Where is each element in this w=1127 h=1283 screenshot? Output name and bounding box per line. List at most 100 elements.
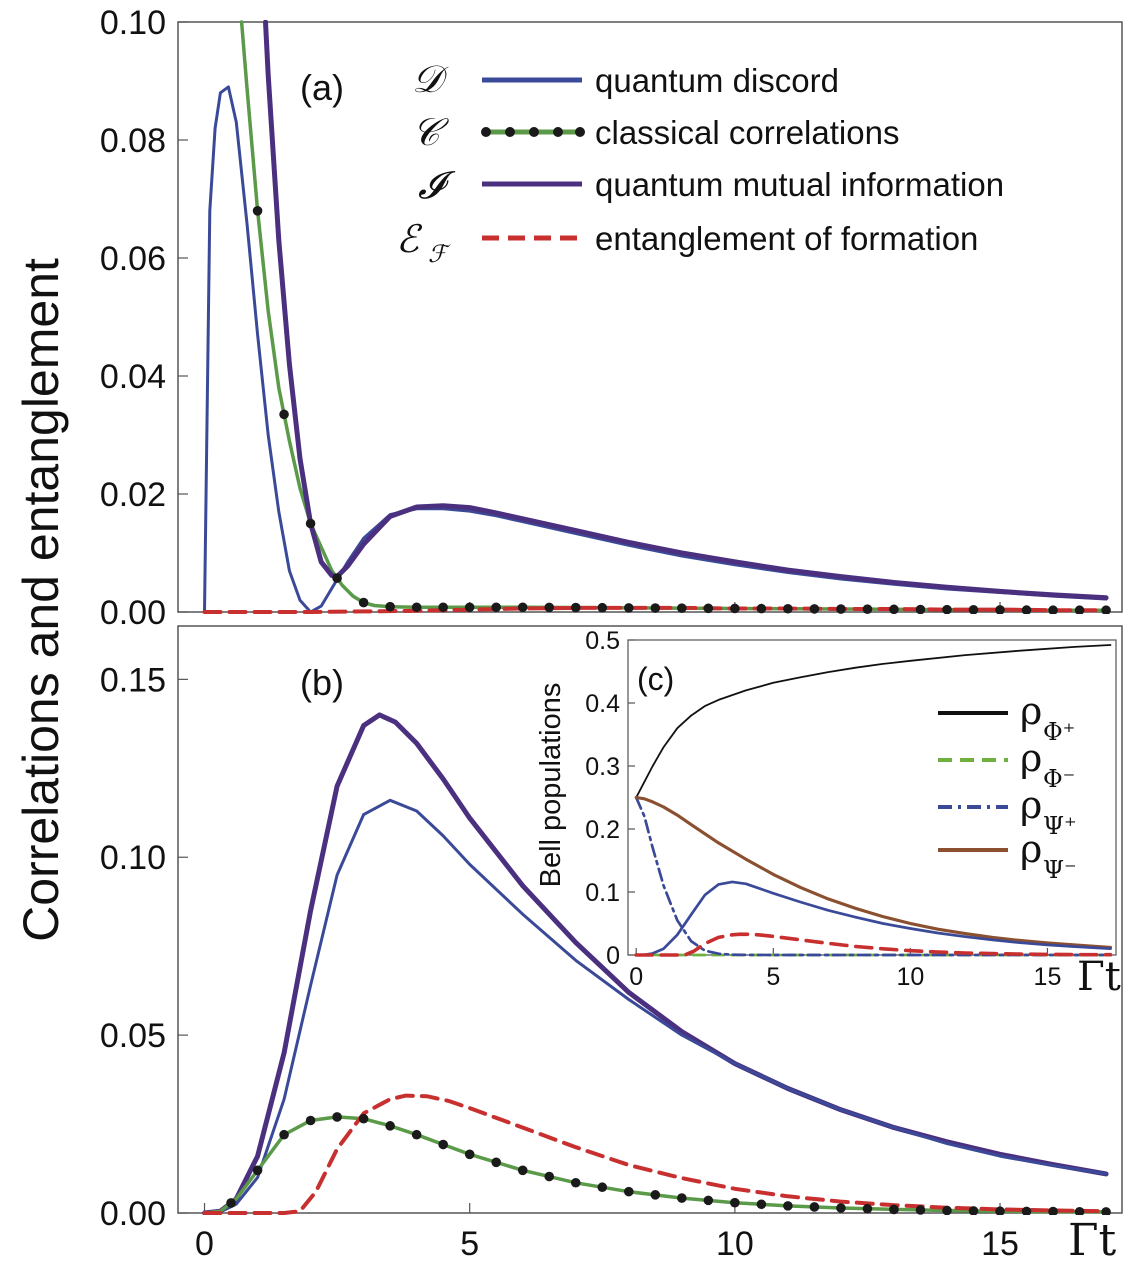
panel-a-plot: 0.00 0.02 0.04 0.06 0.08 0.10 — [100, 4, 1111, 632]
y-tick-label: 0.1 — [585, 879, 620, 907]
classical-data-point — [332, 573, 342, 583]
legend-sub-psi-minus: Ψ⁻ — [1043, 856, 1077, 884]
y-tick-label: 0.2 — [585, 816, 620, 844]
y-tick-label: 0.06 — [100, 240, 166, 278]
x-tick-label: 10 — [896, 963, 924, 991]
legend-symbol-mutual: 𝓘 — [418, 163, 456, 207]
classical-data-point — [597, 1182, 608, 1193]
legend-panel-a: 𝒟 quantum discord 𝒞 classical correlatio… — [396, 57, 1004, 268]
legend-label-eof: entanglement of formation — [595, 220, 978, 257]
classical-data-point — [332, 1112, 342, 1122]
classical-data-point — [809, 1202, 820, 1212]
classical-data-point — [783, 603, 793, 614]
series-line-quantum-mutual-information — [263, 20, 1109, 601]
classical-data-point — [226, 1198, 236, 1208]
classical-data-point — [703, 1195, 714, 1206]
classical-data-point — [464, 602, 475, 613]
classical-data-point — [915, 604, 926, 614]
classical-data-point — [438, 602, 448, 613]
classical-data-point — [358, 1113, 369, 1124]
classical-data-point — [279, 1129, 289, 1140]
classical-data-point — [1101, 1207, 1111, 1215]
legend-label-mutual: quantum mutual information — [595, 166, 1004, 203]
panel-c-x-axis-label: Γt — [1077, 954, 1121, 1000]
classical-data-point — [517, 602, 528, 613]
y-tick-label: 0 — [606, 942, 620, 970]
classical-data-point — [836, 604, 846, 614]
classical-data-point — [305, 1115, 316, 1126]
legend-label-psi-plus: ρ — [1020, 783, 1042, 827]
classical-data-point — [968, 1206, 979, 1215]
y-tick-label: 0.10 — [100, 4, 166, 42]
x-tick-label: 5 — [766, 963, 780, 991]
x-tick-label: 5 — [460, 1225, 479, 1263]
y-tick-label: 0.02 — [100, 476, 166, 514]
classical-data-point — [1074, 605, 1085, 614]
classical-data-point — [491, 1157, 502, 1168]
classical-data-point — [252, 206, 263, 216]
panel-c-plot: 0 0.1 0.2 0.3 0.4 0.5 0 5 10 15 — [585, 627, 1113, 991]
classical-data-point — [464, 1149, 475, 1160]
classical-data-point — [1074, 1206, 1085, 1215]
classical-data-point — [411, 602, 422, 613]
series-line-entanglement-of-formation — [634, 932, 1113, 957]
legend-panel-c: ρ Φ⁺ ρ Φ⁻ ρ Ψ⁺ ρ Ψ⁻ — [938, 689, 1077, 884]
y-tick-label: 0.5 — [585, 627, 620, 655]
classical-data-point — [677, 1193, 687, 1203]
series-line-- — [634, 795, 1113, 949]
classical-data-point — [730, 603, 740, 614]
panel-c-background — [623, 637, 1117, 955]
classical-data-point — [942, 604, 952, 614]
classical-data-point — [1101, 605, 1111, 614]
classical-data-point — [942, 1205, 952, 1215]
legend-dot-classical — [529, 127, 539, 137]
series-line-classical-correlations — [239, 20, 1108, 612]
classical-data-point — [544, 1171, 555, 1182]
series-line-- — [635, 644, 1112, 799]
x-tick-label: 10 — [716, 1225, 754, 1263]
legend-label-phi-minus: ρ — [1020, 736, 1042, 780]
classical-data-point — [862, 1203, 873, 1214]
classical-data-point — [889, 604, 899, 614]
legend-label-phi-plus: ρ — [1020, 689, 1042, 733]
classical-data-point — [544, 602, 555, 613]
classical-data-point — [570, 1177, 581, 1188]
legend-dot-classical — [481, 127, 491, 137]
y-tick-label: 0.10 — [100, 839, 166, 877]
classical-data-point — [650, 1190, 661, 1200]
y-tick-label: 0.00 — [100, 1195, 166, 1233]
classical-data-point — [756, 1199, 767, 1210]
series-line-entanglement-of-formation — [202, 1093, 1109, 1215]
classical-data-point — [915, 1205, 926, 1215]
y-tick-label: 0.00 — [100, 594, 166, 632]
legend-dot-classical — [553, 127, 563, 137]
classical-data-point — [1021, 605, 1032, 614]
classical-data-point — [385, 1121, 395, 1131]
legend-sub-psi-plus: Ψ⁺ — [1043, 812, 1077, 840]
y-tick-label: 0.08 — [100, 122, 166, 160]
classical-data-point — [968, 604, 979, 614]
classical-data-point — [597, 602, 608, 613]
classical-data-point — [862, 604, 873, 614]
y-axis-label: Correlations and entanglement — [13, 258, 69, 942]
y-tick-label: 0.04 — [100, 358, 166, 396]
panel-c-y-axis-label: Bell populations — [535, 683, 567, 888]
x-tick-label: 15 — [981, 1225, 1019, 1263]
legend-label-psi-minus: ρ — [1020, 827, 1042, 871]
panel-a-label: (a) — [300, 67, 344, 108]
classical-data-point — [623, 1186, 634, 1197]
classical-data-point — [491, 602, 502, 613]
legend-symbol-eof: ℰ — [396, 217, 423, 261]
series-line-quantum-discord — [634, 880, 1112, 957]
x-tick-label: 0 — [629, 963, 643, 991]
y-tick-label: 0.4 — [585, 690, 620, 718]
series-line-quantum-discord — [203, 798, 1108, 1215]
classical-data-point — [517, 1165, 528, 1176]
classical-data-point — [756, 603, 767, 614]
x-tick-label: 15 — [1034, 963, 1062, 991]
classical-data-point — [438, 1139, 448, 1150]
classical-data-point — [703, 603, 714, 614]
classical-data-point — [889, 1204, 899, 1215]
legend-sub-phi-plus: Φ⁺ — [1043, 718, 1075, 746]
classical-data-point — [809, 604, 820, 614]
